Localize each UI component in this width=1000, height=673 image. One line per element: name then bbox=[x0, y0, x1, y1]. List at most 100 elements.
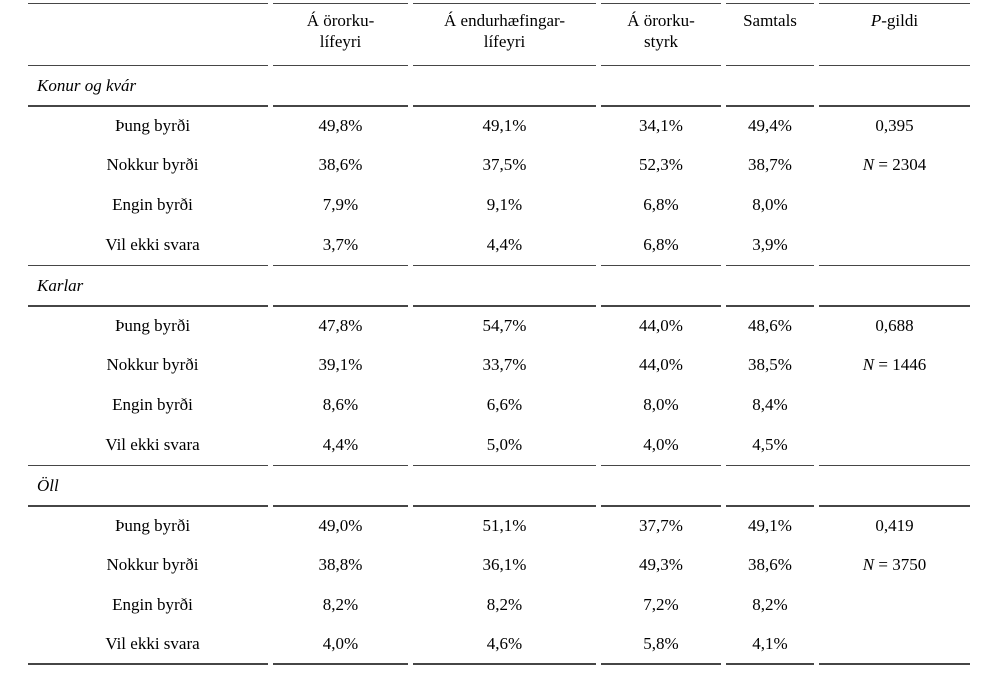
cell-value: 5,8% bbox=[601, 625, 721, 665]
cell-value: 49,8% bbox=[273, 105, 408, 145]
table-row: Vil ekki svara 3,7% 4,4% 6,8% 3,9% bbox=[28, 225, 970, 265]
row-label: Nokkur byrði bbox=[106, 355, 199, 374]
section-row-konur: Konur og kvár bbox=[28, 65, 970, 105]
section-rule-cell bbox=[413, 465, 596, 505]
cell-value: 47,8% bbox=[273, 305, 408, 345]
cell-value: 44,0% bbox=[601, 305, 721, 345]
section-rule-cell bbox=[726, 465, 814, 505]
section-rule-cell bbox=[726, 65, 814, 105]
table-row: Þung byrði 49,0% 51,1% 37,7% 49,1% 0,419 bbox=[28, 505, 970, 545]
row-label: Engin byrði bbox=[112, 195, 193, 214]
cell-value: 48,6% bbox=[726, 305, 814, 345]
empty-cell bbox=[819, 625, 970, 665]
cell-value: 38,6% bbox=[318, 155, 363, 174]
section-rule-cell bbox=[726, 265, 814, 305]
row-label: Vil ekki svara bbox=[28, 625, 268, 665]
cell-value: 49,1% bbox=[726, 505, 814, 545]
cell-value: 7,9% bbox=[322, 195, 359, 214]
row-label: Nokkur byrði bbox=[106, 555, 199, 574]
cell-value: 6,6% bbox=[486, 395, 523, 414]
table-row: Nokkur byrði 39,1% 33,7% 44,0% 38,5% N =… bbox=[28, 345, 970, 385]
table-row: Nokkur byrði 38,6% 37,5% 52,3% 38,7% N =… bbox=[28, 145, 970, 185]
section-title: Konur og kvár bbox=[28, 65, 268, 105]
cell-value: 6,8% bbox=[643, 235, 679, 254]
p-value-cell: 0,395 bbox=[819, 105, 970, 145]
cell-value: 54,7% bbox=[413, 305, 596, 345]
stat-italic: N bbox=[862, 355, 875, 374]
row-label: Vil ekki svara bbox=[105, 235, 200, 254]
cell-value: 34,1% bbox=[601, 105, 721, 145]
cell-value: 49,0% bbox=[273, 505, 408, 545]
cell-value: 38,5% bbox=[748, 355, 792, 374]
corner-cell bbox=[28, 3, 268, 65]
column-header-grant: Á örorku- styrk bbox=[601, 3, 721, 65]
cell-value: 38,6% bbox=[748, 555, 792, 574]
cell-value: 49,3% bbox=[639, 555, 683, 574]
cell-value: 38,8% bbox=[318, 555, 363, 574]
table-header-row: Á örorku- lífeyri Á endurhæfingar- lífey… bbox=[28, 3, 970, 65]
cell-value: 5,0% bbox=[486, 435, 523, 454]
row-label: Engin byrði bbox=[112, 395, 193, 414]
column-header-rehab: Á endurhæfingar- lífeyri bbox=[413, 3, 596, 65]
cell-value: 51,1% bbox=[413, 505, 596, 545]
section-row-oll: Öll bbox=[28, 465, 970, 505]
row-label: Nokkur byrði bbox=[106, 155, 199, 174]
column-header-pension: Á örorku- lífeyri bbox=[273, 3, 408, 65]
p-value-cell: 0,688 bbox=[819, 305, 970, 345]
cell-value: 44,0% bbox=[639, 355, 683, 374]
cell-value: 37,7% bbox=[601, 505, 721, 545]
cell-value: 49,4% bbox=[726, 105, 814, 145]
p-symbol: P bbox=[870, 11, 882, 30]
stat-italic: N bbox=[862, 555, 875, 574]
stat-text: = 3750 bbox=[874, 555, 927, 574]
cell-value: 8,2% bbox=[486, 595, 523, 614]
row-label: Engin byrði bbox=[112, 595, 193, 614]
cell-value: 4,1% bbox=[726, 625, 814, 665]
cell-value: 8,0% bbox=[643, 395, 679, 414]
cell-value: 4,4% bbox=[322, 435, 359, 454]
stat-text: 0,688 bbox=[875, 316, 914, 335]
stat-text: 0,395 bbox=[875, 116, 914, 135]
cell-value: 3,7% bbox=[322, 235, 359, 254]
cell-value: 4,5% bbox=[752, 435, 788, 454]
cell-value: 49,1% bbox=[413, 105, 596, 145]
section-rule-cell bbox=[601, 465, 721, 505]
table-row: Nokkur byrði 38,8% 36,1% 49,3% 38,6% N =… bbox=[28, 545, 970, 585]
cell-value: 9,1% bbox=[486, 195, 523, 214]
column-header-total: Samtals bbox=[726, 3, 814, 65]
cell-value: 39,1% bbox=[318, 355, 363, 374]
cell-value: 37,5% bbox=[482, 155, 527, 174]
stat-text: = 1446 bbox=[874, 355, 927, 374]
sample-size-cell: N = 3750 bbox=[819, 545, 970, 585]
section-rule-cell bbox=[413, 65, 596, 105]
cell-value: 4,0% bbox=[273, 625, 408, 665]
cell-value: 4,6% bbox=[413, 625, 596, 665]
cell-value: 4,0% bbox=[643, 435, 679, 454]
section-rule-cell bbox=[819, 465, 970, 505]
cell-value: 38,7% bbox=[748, 155, 792, 174]
cell-value: 6,8% bbox=[643, 195, 679, 214]
row-label: Þung byrði bbox=[28, 305, 268, 345]
cell-value: 36,1% bbox=[482, 555, 527, 574]
stat-italic: N bbox=[862, 155, 875, 174]
cell-value: 33,7% bbox=[482, 355, 527, 374]
cell-value: 7,2% bbox=[643, 595, 679, 614]
stat-text: 0,419 bbox=[875, 516, 914, 535]
empty-cell bbox=[819, 425, 970, 465]
table-row: Þung byrði 49,8% 49,1% 34,1% 49,4% 0,395 bbox=[28, 105, 970, 145]
empty-cell bbox=[819, 585, 970, 625]
section-rule-cell bbox=[601, 265, 721, 305]
section-rule-cell bbox=[413, 265, 596, 305]
section-row-karlar: Karlar bbox=[28, 265, 970, 305]
row-label: Þung byrði bbox=[28, 105, 268, 145]
table-row: Vil ekki svara 4,0% 4,6% 5,8% 4,1% bbox=[28, 625, 970, 665]
section-rule-cell bbox=[819, 65, 970, 105]
empty-cell bbox=[819, 385, 970, 425]
p-suffix: -gildi bbox=[881, 11, 919, 30]
cell-value: 52,3% bbox=[639, 155, 683, 174]
sample-size-cell: N = 2304 bbox=[819, 145, 970, 185]
column-header-pvalue: P-gildi bbox=[819, 3, 970, 65]
table-row: Vil ekki svara 4,4% 5,0% 4,0% 4,5% bbox=[28, 425, 970, 465]
row-label: Þung byrði bbox=[28, 505, 268, 545]
